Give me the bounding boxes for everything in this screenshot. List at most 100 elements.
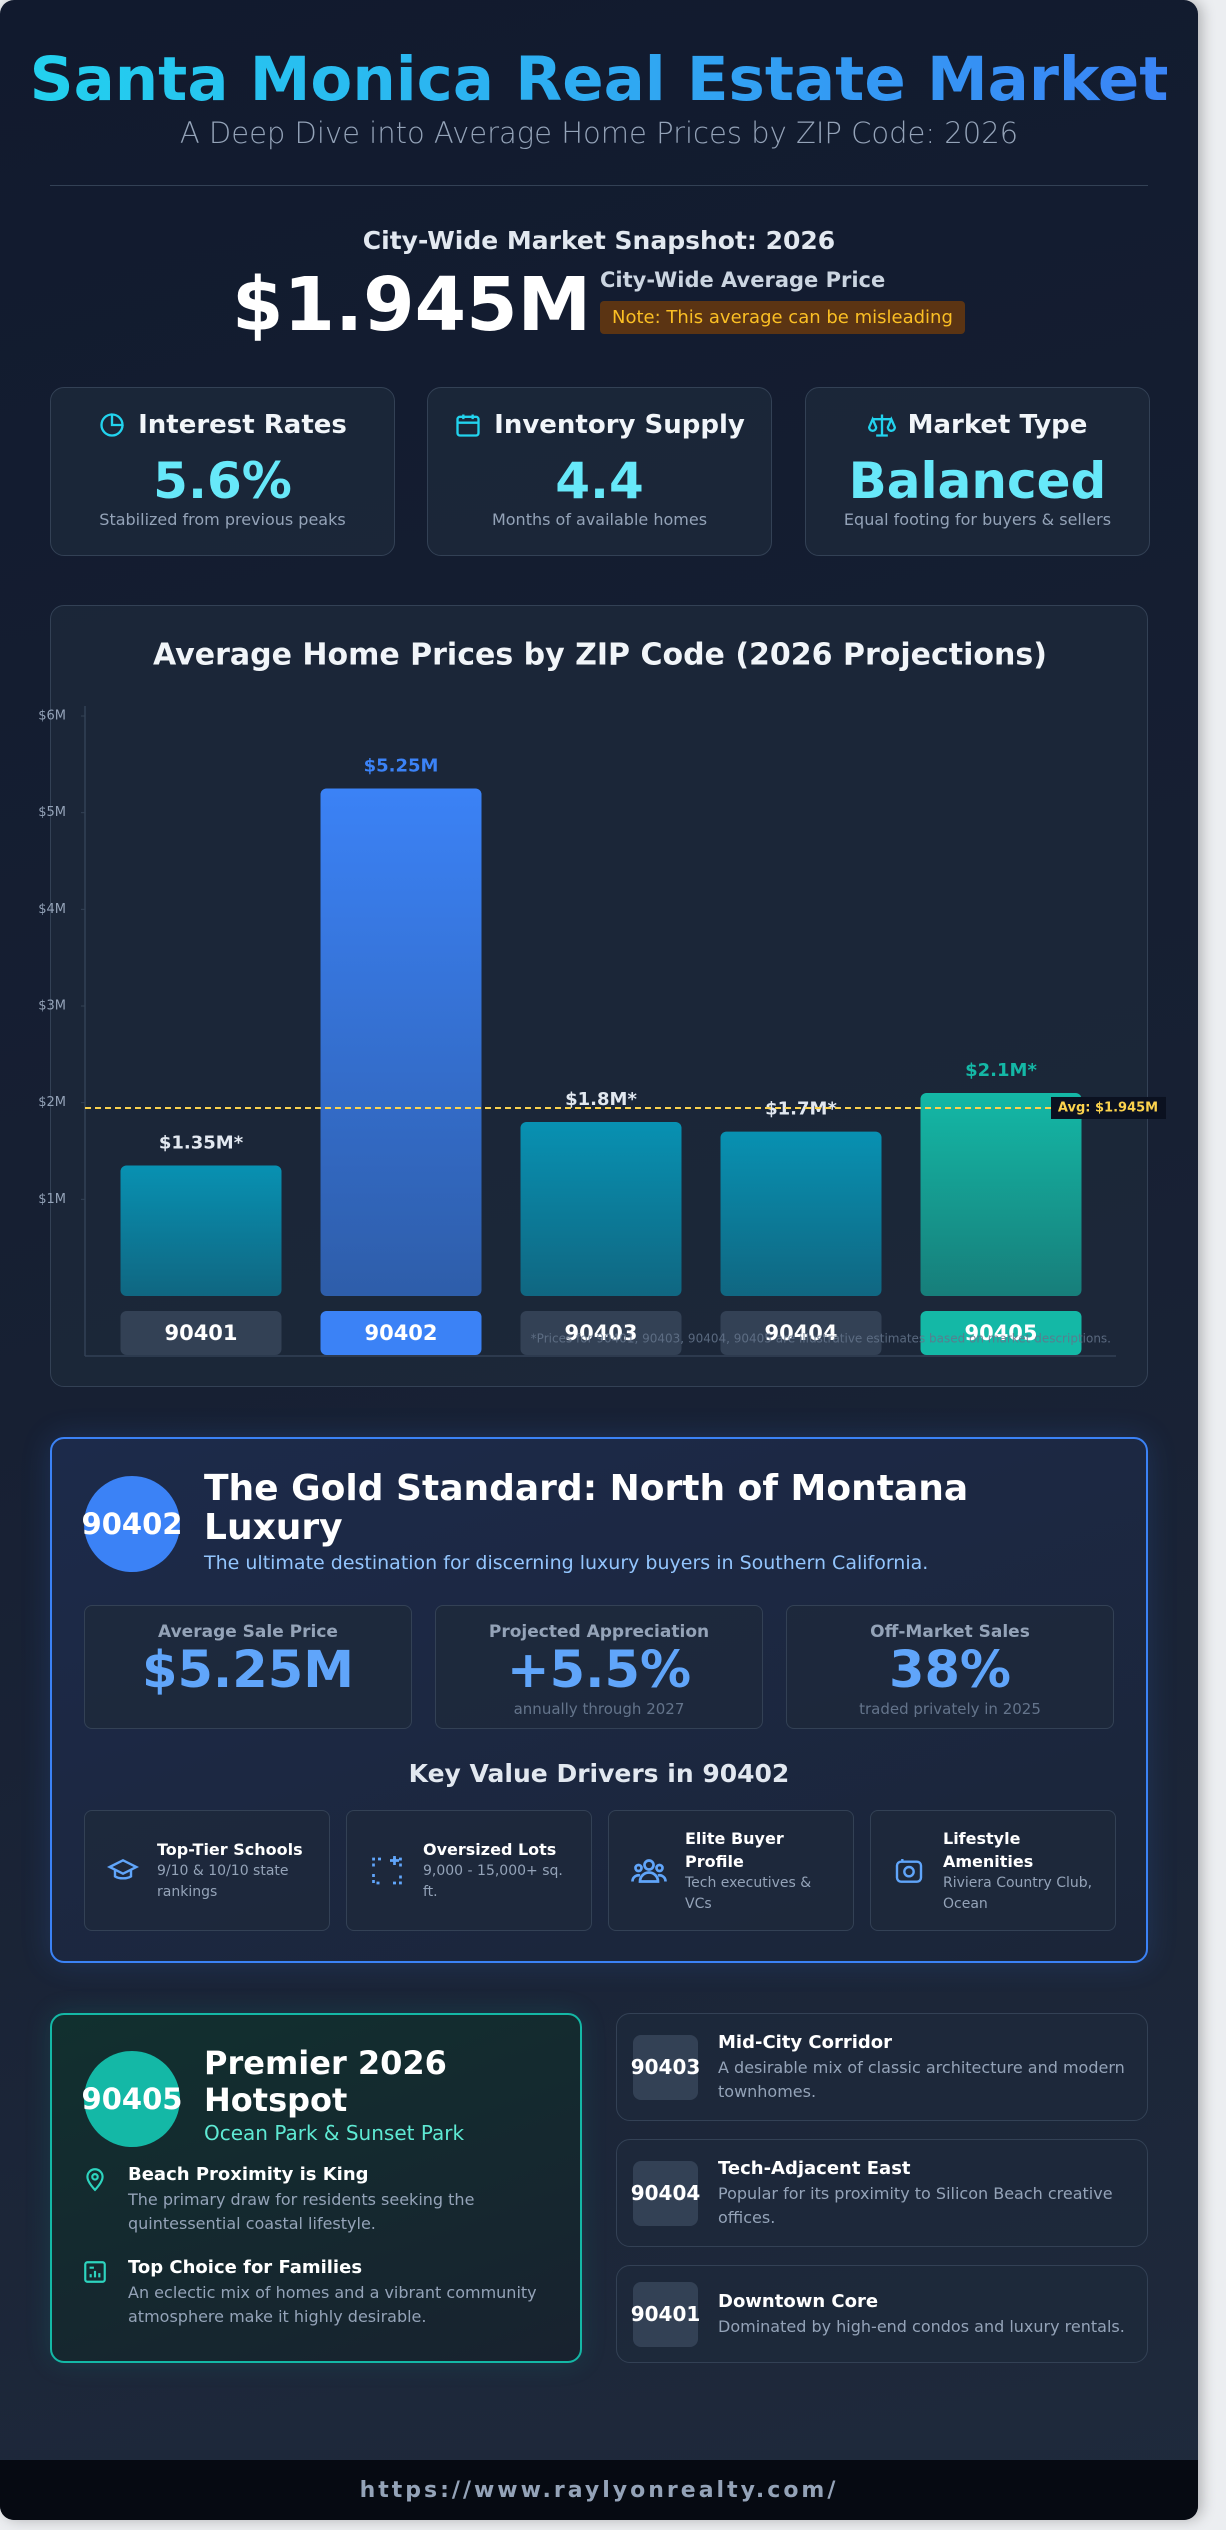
spotlight-card: 90402 The Gold Standard: North of Montan… [50,1437,1148,1963]
pin-icon [86,2168,104,2192]
hotspot-subtitle: Ocean Park & Sunset Park [204,2121,465,2145]
spotlight-title: The Gold Standard: North of Montana Luxu… [204,1468,969,1548]
x-tick-label: 90403 [564,1321,637,1345]
chart-title: Average Home Prices by ZIP Code (2026 Pr… [153,638,1047,673]
drivers-heading: Key Value Drivers in 90402 [408,1759,790,1788]
pie-icon [100,413,124,437]
infographic: Santa Monica Real Estate Market A Deep D… [0,0,1198,2520]
metric-card: Off-Market Sales 38% traded privately in… [786,1605,1114,1729]
y-tick-label: $2M [38,1095,66,1110]
stat-head: Interest Rates [51,410,394,440]
stat-card: Market Type Balanced Equal footing for b… [805,387,1150,556]
chart-note: *Prices for 90401, 90403, 90404, 90405 a… [531,1332,1111,1346]
driver-text: 9,000 - 15,000+ sq. ft. [423,1863,563,1900]
item-text: An eclectic mix of homes and a vibrant c… [128,2283,537,2326]
hotspot-title: Premier 2026 Hotspot [204,2044,447,2119]
driver-title: Lifestyle Amenities [943,1828,1034,1871]
price-note: Note: This average can be misleading [600,301,965,334]
snapshot-heading: City-Wide Market Snapshot: 2026 [362,226,836,255]
stat-caption: Months of available homes [491,510,708,529]
y-tick-label: $6M [38,709,66,724]
metric-value: 38% [888,1641,1012,1700]
zip-badge: 90405 [82,2051,182,2147]
metric-caption: traded privately in 2025 [859,1700,1041,1718]
driver-card: Oversized Lots 9,000 - 15,000+ sq. ft. [346,1810,592,1931]
average-price: $1.945M [232,262,592,348]
family-icon [84,2261,106,2283]
driver-title: Top-Tier Schools [157,1840,303,1859]
average-label-box [1051,1096,1166,1119]
hotspot-card: 90405 Premier 2026 Hotspot Ocean Park & … [50,2013,582,2363]
hotspot-item: Beach Proximity is King The primary draw … [82,2162,552,2236]
metric-card: Projected Appreciation +5.5% annually th… [435,1605,763,1729]
zip-text: A desirable mix of classic architecture … [718,2058,1125,2101]
zip-text: Popular for its proximity to Silicon Bea… [718,2184,1113,2227]
category-pill [520,1311,682,1355]
bar [920,1093,1082,1296]
y-tick-label: $5M [38,805,66,820]
stat-value: 4.4 [555,452,644,510]
stat-title: Inventory Supply [494,410,745,440]
metric-value: $5.25M [141,1641,355,1700]
metric-caption: annually through 2027 [513,1700,685,1718]
stat-caption: Equal footing for buyers & sellers [843,510,1112,529]
footer: https://www.raylyonrealty.com/ [0,2460,1198,2520]
stat-card: Interest Rates 5.6% Stabilized from prev… [50,387,395,556]
metric-card: Average Sale Price $5.25M [84,1605,412,1729]
cap-icon [107,1858,139,1880]
bar-value-label: $1.8M* [565,1089,637,1110]
bar-value-label: $1.7M* [765,1099,837,1120]
driver-text: Riviera Country Club, Ocean [943,1874,1093,1912]
bar-value-label: $5.25M [364,756,439,777]
y-tick-label: $3M [38,999,66,1014]
driver-title: Oversized Lots [423,1840,557,1859]
zip-badge: 90401 [631,2281,700,2347]
zip-card: 90404 Tech-Adjacent East Popular for its … [616,2139,1148,2247]
stat-head: Inventory Supply [428,410,771,440]
amenity-icon [895,1858,923,1883]
page-title: Santa Monica Real Estate Market [0,42,1198,118]
lot-icon [372,1855,402,1884]
bar-value-label: $1.35M* [159,1133,244,1154]
zip-badge: 90402 [82,1476,182,1572]
driver-text: 9/10 & 10/10 state rankings [157,1863,289,1900]
x-tick-label: 90402 [364,1321,437,1345]
metric-label: Average Sale Price [158,1622,338,1642]
divider [50,185,1148,186]
stat-head: Market Type [806,410,1149,440]
driver-card: Top-Tier Schools 9/10 & 10/10 state ranki… [84,1810,330,1931]
item-title: Beach Proximity is King [128,2164,369,2185]
bar-value-label: $2.1M* [965,1060,1037,1081]
item-title: Top Choice for Families [128,2257,363,2278]
driver-card: Elite Buyer Profile Tech executives & VCs [608,1810,854,1931]
y-tick-label: $4M [38,902,66,917]
bar [520,1122,682,1296]
stat-caption: Stabilized from previous peaks [99,510,346,529]
stat-value: 5.6% [153,452,292,510]
zip-title: Downtown Core [718,2291,879,2312]
zip-card: 90401 Downtown Core Dominated by high-end… [616,2265,1148,2363]
category-pill [720,1311,882,1355]
calendar-icon [456,414,480,437]
price-label: City-Wide Average Price [600,268,886,292]
stat-value: Balanced [848,452,1107,510]
average-label: Avg: $1.945M [1058,1100,1158,1115]
page-subtitle: A Deep Dive into Average Home Prices by … [179,116,1019,150]
driver-title: Elite Buyer Profile [685,1828,784,1871]
driver-card: Lifestyle Amenities Riviera Country Club,… [870,1810,1116,1931]
chart: Average Home Prices by ZIP Code (2026 Pr… [38,638,1166,1357]
category-pill [920,1311,1082,1355]
scale-icon [867,414,896,437]
bar [720,1131,882,1296]
metric-label: Projected Appreciation [488,1622,710,1642]
footer-url: https://www.raylyonrealty.com/ [359,2477,839,2503]
zip-card: 90403 Mid-City Corridor A desirable mix o… [616,2013,1148,2121]
bar [320,788,482,1296]
stat-title: Market Type [907,410,1088,440]
people-icon [631,1858,667,1883]
stat-title: Interest Rates [138,410,347,440]
zip-title: Mid-City Corridor [718,2032,893,2053]
item-text: The primary draw for residents seeking t… [128,2190,475,2233]
y-tick-label: $1M [38,1192,66,1207]
